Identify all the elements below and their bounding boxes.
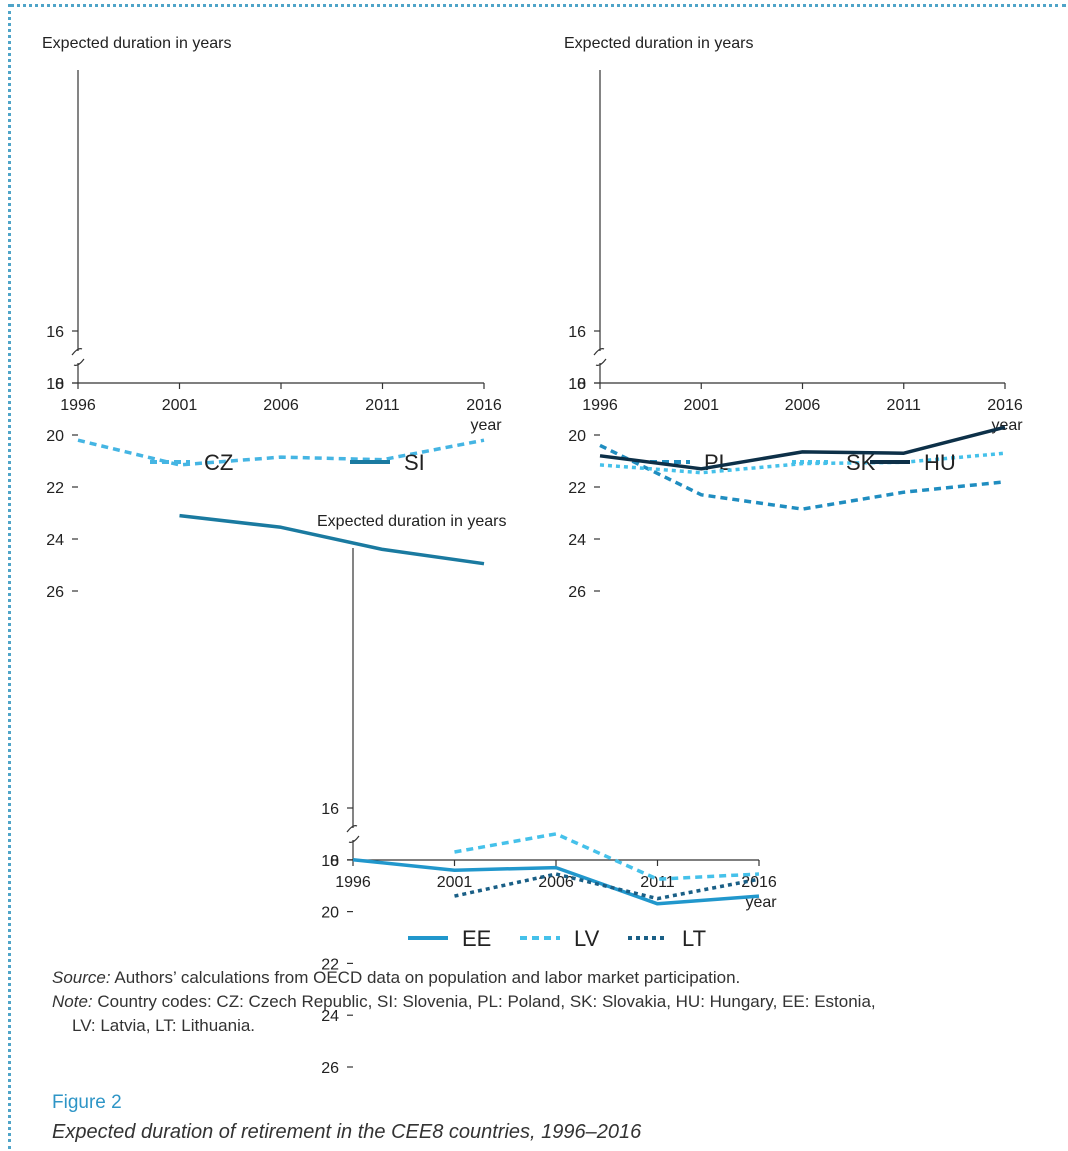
y-axis-label: Expected duration in years (42, 35, 231, 52)
x-tick-label: 2001 (437, 874, 473, 891)
x-tick-label: 1996 (335, 874, 371, 891)
figure-title: Expected duration of retirement in the C… (52, 1121, 642, 1143)
note-text: Country codes: CZ: Czech Republic, SI: S… (92, 992, 876, 1011)
legend-label-lt: LT (682, 926, 706, 951)
axis-break-mark-lower (595, 358, 607, 366)
y-tick-label: 16 (568, 324, 586, 341)
y-tick-label: 16 (321, 801, 339, 818)
y-axis-label: Expected duration in years (564, 35, 753, 52)
x-tick-label: 2011 (887, 397, 922, 414)
y-tick-label: 22 (321, 956, 339, 973)
note-text-continued: LV: Latvia, LT: Lithuania. (72, 1016, 256, 1035)
x-tick-label: 2011 (365, 397, 400, 414)
x-tick-label: 2001 (162, 397, 198, 414)
series-line-si (179, 513, 485, 566)
note-caption-continued: LV: Latvia, LT: Lithuania. (72, 1014, 255, 1038)
legend-label-lv: LV (574, 926, 600, 951)
axis-break-mark-upper (346, 825, 358, 833)
legend-label-pl: PL (704, 450, 731, 475)
y-tick-label: 24 (568, 532, 586, 549)
x-tick-label: 2001 (683, 397, 719, 414)
y-tick-label: 0 (55, 376, 64, 393)
legend-label-si: SI (404, 450, 425, 475)
figure-number: Figure 2 (52, 1092, 122, 1113)
y-tick-label: 26 (321, 1060, 339, 1077)
x-tick-label: 2016 (741, 874, 777, 891)
legend-label-ee: EE (462, 926, 491, 951)
x-tick-label: 2006 (538, 874, 574, 891)
source-caption: Source: Authors’ calculations from OECD … (52, 966, 740, 990)
legend-label-hu: HU (924, 450, 956, 475)
x-tick-label: 2006 (785, 397, 821, 414)
y-axis-label: Expected duration in years (317, 513, 506, 530)
x-tick-label: 1996 (60, 397, 96, 414)
y-tick-label: 22 (568, 480, 586, 497)
chart-cz-si: Expected duration in years 0 16 18 20 22 24 26 1… (42, 35, 502, 601)
x-tick-label: 2011 (640, 874, 675, 891)
x-tick-label: 2006 (263, 397, 299, 414)
chart-ee-lv-lt: Expected duration in years 0 16 18 20 22 24 26 1… (317, 513, 777, 1077)
y-tick-label: 22 (46, 480, 64, 497)
y-tick-label: 0 (330, 853, 339, 870)
source-label: Source: (52, 968, 111, 987)
y-tick-label: 16 (46, 324, 64, 341)
frame-top-border (10, 4, 1066, 7)
series-line-lv (454, 832, 760, 881)
chart-pl-sk-hu: Expected duration in years 0 16 18 20 22 24 26 1… (564, 35, 1023, 601)
y-tick-label: 24 (321, 1008, 339, 1025)
axis-break-mark-upper (71, 348, 83, 356)
y-tick-label: 18 (568, 376, 586, 393)
y-tick-label: 18 (46, 376, 64, 393)
x-tick-label: 2016 (466, 397, 502, 414)
series-line-lt (454, 872, 760, 901)
x-tick-label: 2016 (987, 397, 1023, 414)
y-tick-label: 26 (46, 584, 64, 601)
series-line-pl (599, 443, 1006, 511)
x-axis-label: year (991, 417, 1023, 434)
y-tick-label: 0 (577, 376, 586, 393)
y-tick-label: 20 (568, 428, 586, 445)
axis-break-mark-lower (348, 835, 360, 843)
y-tick-label: 24 (46, 532, 64, 549)
y-tick-label: 18 (321, 853, 339, 870)
x-tick-label: 1996 (582, 397, 618, 414)
source-text: Authors’ calculations from OECD data on … (110, 968, 741, 987)
legend-label-cz: CZ (204, 450, 233, 475)
y-tick-label: 26 (568, 584, 586, 601)
note-label: Note: (52, 992, 93, 1011)
note-caption: Note: Country codes: CZ: Czech Republic,… (52, 990, 876, 1014)
x-axis-label: year (470, 417, 502, 434)
frame-left-border (8, 4, 11, 1149)
axis-break-mark-upper (593, 348, 605, 356)
y-tick-label: 20 (321, 905, 339, 922)
axis-break-mark-lower (73, 358, 85, 366)
y-tick-label: 20 (46, 428, 64, 445)
